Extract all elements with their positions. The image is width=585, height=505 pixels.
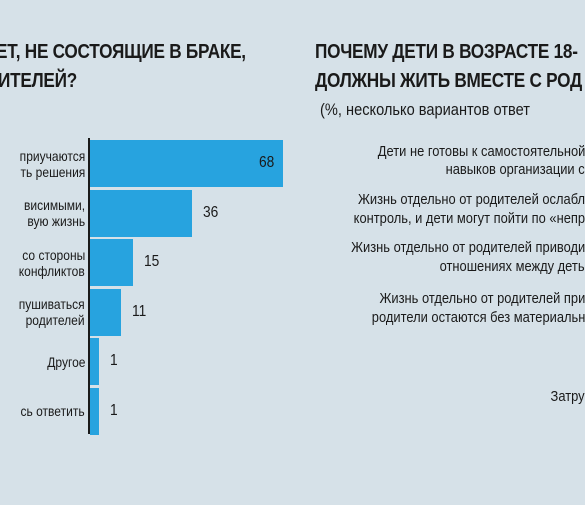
reason-2-line-2: контроль, и дети могут пойти по «непр: [354, 210, 585, 228]
bar-2: [90, 190, 192, 237]
category-label-4-line-2: родителей: [26, 312, 85, 328]
right-title-line-1: ПОЧЕМУ ДЕТИ В ВОЗРАСТЕ 18-: [315, 38, 578, 67]
reason-4-line-1: Жизнь отдельно от родителей при: [379, 290, 585, 308]
reason-3-line-1: Жизнь отдельно от родителей приводи: [351, 239, 585, 257]
category-label-1-line-2: ть решения: [20, 164, 85, 180]
bar-6: [90, 388, 99, 435]
reason-2-line-1: Жизнь отдельно от родителей ослабл: [358, 191, 585, 209]
chart-axis-line: [88, 138, 90, 434]
reason-1-line-1: Дети не готовы к самостоятельной: [377, 143, 585, 161]
bar-value-label-4: 11: [132, 303, 146, 321]
category-label-3-line-1: со стороны: [22, 247, 85, 263]
category-label-2-line-2: вую жизнь: [27, 213, 85, 229]
bar-value-label-2: 36: [203, 204, 218, 222]
bar-3: [90, 239, 133, 286]
bar-value-label-1: 68: [259, 154, 274, 172]
reason-5-line-1: Затру: [551, 388, 585, 406]
category-label-4-line-1: пушиваться: [19, 296, 85, 312]
bar-4: [90, 289, 121, 336]
reason-3-line-2: отношениях между деть: [440, 258, 585, 276]
right-subtitle: (%, несколько вариантов ответ: [320, 100, 530, 120]
left-chart-title-line-1: ЕТ, НЕ СОСТОЯЩИЕ В БРАКЕ,: [0, 38, 246, 67]
category-label-3-line-2: конфликтов: [19, 263, 85, 279]
bar-5: [90, 338, 99, 385]
left-chart-title-line-2: ИТЕЛЕЙ?: [0, 67, 77, 96]
bar-value-label-6: 1: [110, 402, 118, 420]
category-label-6-line-1: сь ответить: [21, 403, 85, 419]
category-label-5-line-1: Другое: [47, 354, 85, 370]
category-label-2-line-1: висимыми,: [24, 197, 85, 213]
reason-1-line-2: навыков организации с: [446, 161, 585, 179]
category-label-1-line-1: приучаются: [19, 148, 85, 164]
reason-4-line-2: родители остаются без материальн: [371, 309, 585, 327]
bar-1: [90, 140, 283, 187]
bar-value-label-5: 1: [110, 352, 118, 370]
right-title-line-2: ДОЛЖНЫ ЖИТЬ ВМЕСТЕ С РОД: [315, 67, 582, 96]
bar-value-label-3: 15: [144, 253, 159, 271]
